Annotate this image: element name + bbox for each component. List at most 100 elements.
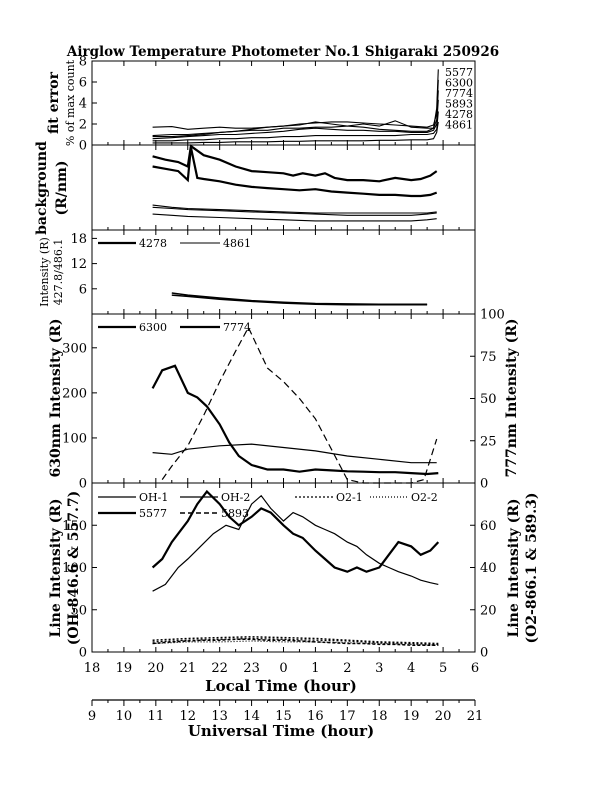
red-ir-line-1 — [151, 364, 439, 476]
background-line-4 — [152, 206, 437, 216]
fit-error-line-4 — [152, 99, 439, 140]
background-ylabel: background — [34, 141, 50, 235]
o2-intensity-ytick-right-label: 60 — [480, 519, 497, 534]
universal-time-tick-label: 12 — [179, 709, 196, 724]
legend-label-OH-2: OH-2 — [221, 491, 250, 504]
fit-error-series-label-5577: 5577 — [445, 66, 473, 79]
red-ir-line-2 — [161, 326, 438, 484]
legend-label-7774: 7774 — [223, 321, 251, 334]
local-time-tick-label: 6 — [471, 661, 479, 676]
line-intensity-line-O2-1 — [152, 637, 439, 645]
fit-error-ylabel-unit: % of max count — [64, 59, 77, 146]
legend-label-O2-2: O2-2 — [411, 491, 438, 504]
fit-error-series-label-6300: 6300 — [445, 77, 473, 90]
line-intensity-ytick-label: 150 — [62, 519, 87, 534]
line-intensity-ytick-label: 50 — [70, 603, 87, 618]
fit-error-series-label-7774: 7774 — [445, 87, 473, 100]
line-intensity-ytick-label: 0 — [79, 646, 87, 661]
background-ylabel-unit: (R/nm) — [54, 161, 70, 216]
o2-intensity-ytick-right-label: 40 — [480, 561, 497, 576]
local-time-tick-label: 2 — [343, 661, 351, 676]
fit-error-line-1 — [152, 69, 439, 132]
universal-time-tick-label: 10 — [116, 709, 133, 724]
line-intensity-ylabel: Line Intensity (R) — [48, 499, 64, 638]
universal-time-tick-label: 18 — [371, 709, 388, 724]
universal-time-tick-label: 15 — [275, 709, 292, 724]
line-intensity-line-O2-2 — [152, 640, 439, 646]
legend-label-5577: 5577 — [139, 507, 167, 520]
chart-title: Airglow Temperature Photometer No.1 Shig… — [66, 44, 499, 60]
local-time-tick-label: 19 — [116, 661, 133, 676]
universal-time-tick-label: 21 — [467, 709, 484, 724]
fit-error-line-2 — [152, 79, 439, 138]
legend-label-6300: 6300 — [139, 321, 167, 334]
fit-error-ytick-label: 4 — [79, 97, 87, 112]
ir-intensity-ytick-right-label: 50 — [480, 392, 497, 407]
local-time-tick-label: 3 — [375, 661, 383, 676]
fit-error-ylabel: fit error — [46, 71, 62, 134]
background-line-2 — [152, 147, 438, 198]
o2-intensity-ylabel-unit: (O2-866.1 & 589.3) — [524, 492, 540, 643]
universal-time-tick-label: 14 — [243, 709, 260, 724]
fit-error-line-3 — [152, 90, 439, 137]
blue-intensity-ytick-label: 6 — [79, 282, 87, 297]
o2-intensity-ytick-right-label: 0 — [480, 646, 488, 661]
universal-time-tick-label: 17 — [339, 709, 356, 724]
line-intensity-line-5577 — [151, 489, 440, 573]
red-intensity-ytick-label: 300 — [62, 341, 87, 356]
ir-intensity-ylabel: 777nm Intensity (R) — [504, 319, 520, 478]
local-time-tick-label: 1 — [311, 661, 319, 676]
background-line-5 — [152, 213, 437, 222]
local-time-tick-label: 22 — [211, 661, 228, 676]
ir-intensity-ytick-right-label: 25 — [480, 434, 497, 449]
legend-label-4861: 4861 — [223, 237, 251, 250]
line-intensity-ylabel-unit: (OH-846.6 & 557.7) — [66, 491, 82, 646]
blue-intensity-ytick-label: 12 — [70, 257, 87, 272]
fit-error-ytick-label: 8 — [79, 55, 87, 70]
local-time-tick-label: 23 — [243, 661, 260, 676]
red-ir-line-3 — [152, 443, 437, 464]
red-intensity-ytick-label: 0 — [79, 477, 87, 492]
local-time-tick-label: 5 — [439, 661, 447, 676]
universal-time-tick-label: 11 — [148, 709, 165, 724]
ir-intensity-ytick-right-label: 100 — [480, 308, 505, 323]
panel-frame-2 — [91, 144, 476, 231]
o2-intensity-ytick-right-label: 20 — [480, 603, 497, 618]
local-time-tick-label: 20 — [148, 661, 165, 676]
blue-intensity-ylabel-unit: 427.8/486.1 — [52, 239, 65, 306]
blue-intensity-line-4861 — [171, 294, 428, 306]
blue-intensity-ylabel: Intensity (R) — [38, 237, 51, 307]
legend-label-OH-1: OH-1 — [139, 491, 168, 504]
ir-intensity-ytick-right-label: 75 — [480, 350, 497, 365]
fit-error-series-label-5893: 5893 — [445, 98, 473, 111]
fit-error-ytick-label: 6 — [79, 76, 87, 91]
universal-time-tick-label: 9 — [88, 709, 96, 724]
universal-time-tick-label: 13 — [211, 709, 228, 724]
fit-error-line-5 — [152, 111, 439, 142]
fit-error-ytick-label: 2 — [79, 118, 87, 133]
o2-intensity-ylabel: Line Intensity (R) — [506, 499, 522, 638]
line-intensity-ytick-label: 100 — [62, 561, 87, 576]
line-intensity-line-OH-1 — [152, 494, 439, 592]
ir-intensity-ytick-right-label: 0 — [480, 477, 488, 492]
fit-error-series-label-4278: 4278 — [445, 108, 473, 121]
legend-label-5893: 5893 — [221, 507, 249, 520]
universal-time-tick-label: 19 — [403, 709, 420, 724]
red-intensity-ytick-label: 100 — [62, 431, 87, 446]
line-intensity-line-OH-2 — [152, 636, 439, 645]
universal-time-tick-label: 20 — [435, 709, 452, 724]
red-intensity-ytick-label: 200 — [62, 386, 87, 401]
fit-error-series-label-4861: 4861 — [445, 119, 473, 132]
local-time-tick-label: 0 — [279, 661, 287, 676]
fit-error-ytick-label: 0 — [79, 139, 87, 154]
local-time-tick-label: 18 — [84, 661, 101, 676]
blue-intensity-ytick-label: 18 — [70, 232, 87, 247]
local-time-tick-label: 21 — [179, 661, 196, 676]
fit-error-line-6 — [152, 121, 439, 144]
red-intensity-ylabel: 630nm Intensity (R) — [48, 319, 64, 478]
panel-frame-4 — [91, 313, 476, 484]
background-line-3 — [152, 204, 437, 214]
legend-label-O2-1: O2-1 — [336, 491, 363, 504]
